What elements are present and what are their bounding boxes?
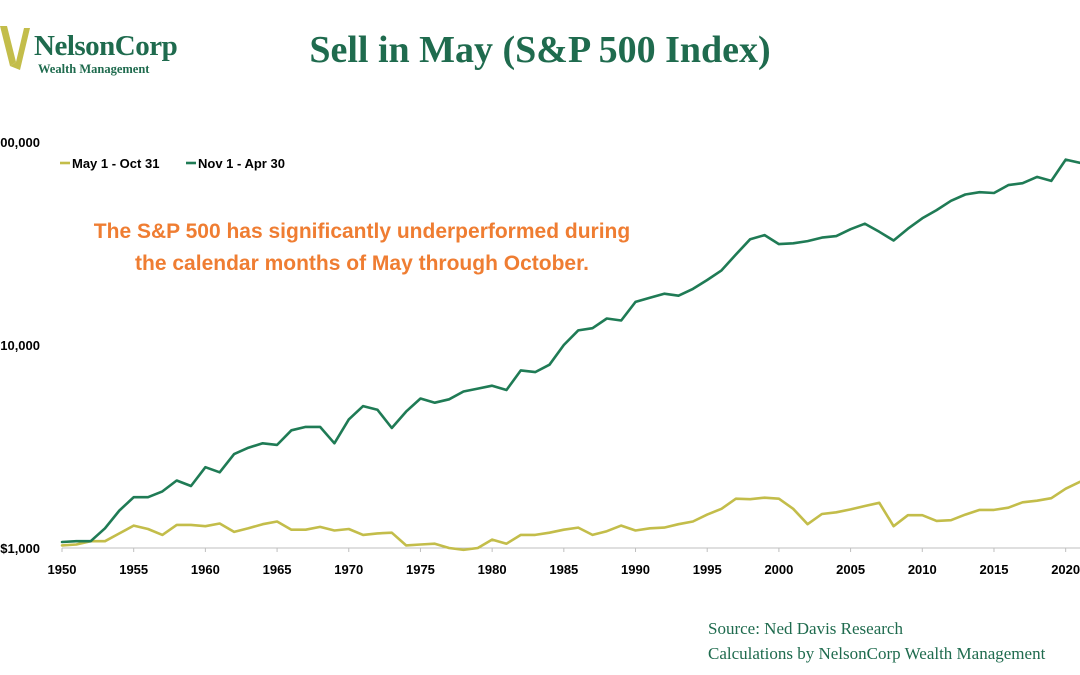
legend-label: May 1 - Oct 31 (72, 156, 159, 171)
logo-subtitle: Wealth Management (38, 62, 150, 76)
x-tick-label: 1975 (406, 562, 435, 577)
x-tick-label: 1950 (48, 562, 77, 577)
y-tick-label: $1,000 (0, 541, 40, 556)
x-tick-label: 1965 (263, 562, 292, 577)
x-tick-label: 2005 (836, 562, 865, 577)
nelsoncorp-logo: NelsonCorp Wealth Management (0, 22, 180, 78)
y-tick-label: $10,000 (0, 338, 40, 353)
x-tick-label: 2010 (908, 562, 937, 577)
x-tick-label: 1960 (191, 562, 220, 577)
chart-title: Sell in May (S&P 500 Index) (309, 29, 771, 71)
x-tick-label: 2015 (980, 562, 1009, 577)
x-tick-label: 1990 (621, 562, 650, 577)
source-note: Source: Ned Davis Research Calculations … (708, 616, 1045, 666)
source-line-1: Source: Ned Davis Research (708, 619, 903, 638)
source-line-2: Calculations by NelsonCorp Wealth Manage… (708, 644, 1046, 663)
x-tick-label: 1985 (549, 562, 578, 577)
chart-annotation: The S&P 500 has significantly underperfo… (72, 216, 652, 280)
series-line-may-oct (60, 480, 1080, 552)
x-tick-label: 2000 (764, 562, 793, 577)
series-line-nov-apr (60, 158, 1080, 544)
series-layer (60, 158, 1080, 552)
logo-name: NelsonCorp (34, 30, 178, 62)
x-tick-label: 2020 (1051, 562, 1080, 577)
annotation-line-2: the calendar months of May through Octob… (135, 252, 589, 275)
x-tick-label: 1995 (693, 562, 722, 577)
chart-axes: $1,000 $10,000 $100,000 1950 1955 1960 1965 197… (0, 135, 1080, 577)
x-tick-label: 1955 (119, 562, 148, 577)
annotation-line-1: The S&P 500 has significantly underperfo… (93, 220, 631, 243)
y-tick-label: $100,000 (0, 135, 40, 150)
x-tick-label: 1980 (478, 562, 507, 577)
x-tick-label: 1970 (334, 562, 363, 577)
nelsoncorp-logo-mark (0, 26, 30, 70)
legend-label: Nov 1 - Apr 30 (198, 156, 285, 171)
chart-legend: May 1 - Oct 31 Nov 1 - Apr 30 (60, 156, 285, 171)
